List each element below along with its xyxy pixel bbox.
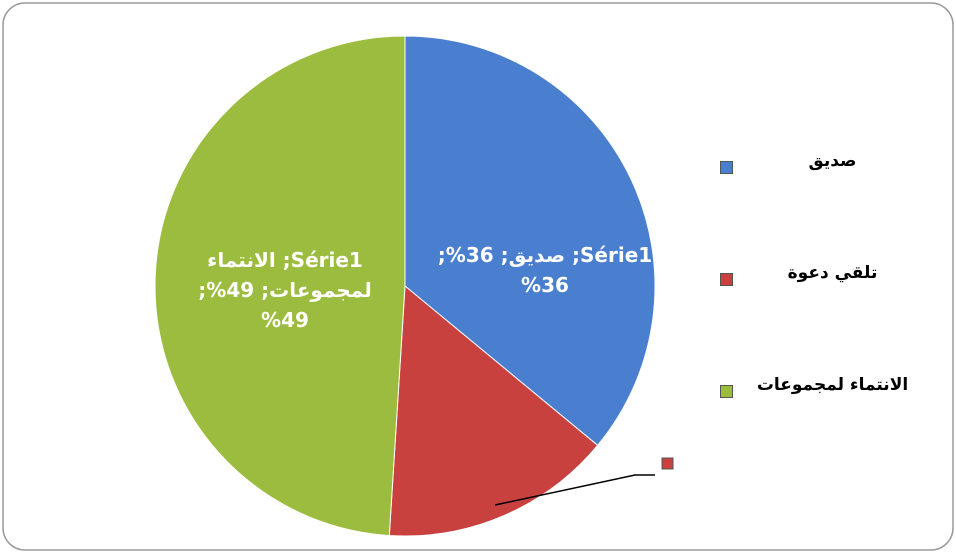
legend-label: تلقي دعوة xyxy=(787,263,878,283)
pie-slice xyxy=(154,35,406,537)
pie-slice xyxy=(404,35,656,447)
legend-label: الانتماء لمجموعات xyxy=(756,375,909,395)
legend-label: صديق xyxy=(808,151,857,171)
legend-marker xyxy=(720,273,733,286)
data-label: Série1; صديق; 36%; 36% xyxy=(437,243,653,297)
legend-marker xyxy=(720,161,733,174)
pie-slice xyxy=(388,284,599,537)
leader-line xyxy=(494,474,655,506)
legend-marker xyxy=(720,385,733,398)
label-marker xyxy=(661,457,674,470)
data-label: Série1; الانتماء لمجموعات; 49%; 49% xyxy=(198,248,372,332)
